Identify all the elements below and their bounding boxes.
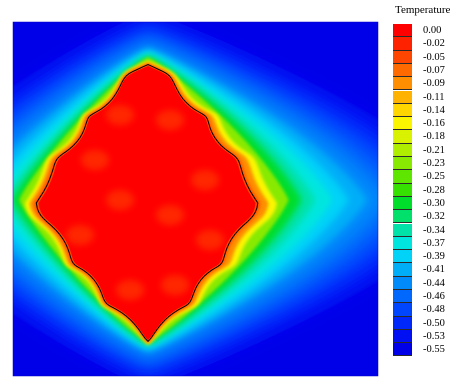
colorbar-swatch bbox=[393, 316, 412, 330]
colorbar-swatch bbox=[393, 210, 412, 224]
plot-frame bbox=[12, 21, 379, 377]
warm-patch bbox=[116, 280, 144, 300]
colorbar-swatch bbox=[393, 343, 412, 357]
colorbar-tick-label: -0.07 bbox=[423, 64, 445, 76]
colorbar-tick-label: -0.09 bbox=[423, 78, 445, 90]
colorbar-tick-label: -0.48 bbox=[423, 304, 445, 316]
colorbar-swatch bbox=[393, 157, 412, 171]
colorbar-swatch bbox=[393, 263, 412, 277]
colorbar-tick-label: -0.44 bbox=[423, 277, 445, 289]
colorbar-tick-label: -0.41 bbox=[423, 264, 445, 276]
colorbar-tick-label: -0.39 bbox=[423, 251, 445, 263]
colorbar-swatch bbox=[393, 117, 412, 131]
colorbar-swatch bbox=[393, 223, 412, 237]
legend-title: Temperature bbox=[395, 4, 451, 16]
colorbar-swatch bbox=[393, 170, 412, 184]
colorbar-tick-label: -0.30 bbox=[423, 197, 445, 209]
colorbar-tick-label: -0.05 bbox=[423, 51, 445, 63]
colorbar-swatch bbox=[393, 50, 412, 64]
colorbar-tick-label: -0.55 bbox=[423, 344, 445, 356]
colorbar-tick-label: -0.53 bbox=[423, 330, 445, 342]
colorbar-swatch bbox=[393, 130, 412, 144]
colorbar-tick-label: -0.11 bbox=[423, 91, 445, 103]
colorbar-tick-label: -0.21 bbox=[423, 144, 445, 156]
colorbar-tick-label: -0.16 bbox=[423, 118, 445, 130]
colorbar-swatch bbox=[393, 250, 412, 264]
colorbar-tick-label: -0.23 bbox=[423, 158, 445, 169]
warm-patch bbox=[191, 170, 219, 190]
colorbar-tick-label: -0.32 bbox=[423, 211, 445, 223]
colorbar-tick-label: -0.28 bbox=[423, 184, 445, 196]
colorbar-tick-label: -0.18 bbox=[423, 131, 445, 143]
crystal-core bbox=[38, 66, 256, 340]
solidification-front bbox=[35, 64, 259, 343]
colorbar-swatch bbox=[393, 37, 412, 51]
colorbar-swatch bbox=[393, 276, 412, 290]
colorbar-tick-label: -0.34 bbox=[423, 224, 445, 236]
colorbar-swatch bbox=[393, 24, 412, 38]
colorbar-tick-label: 0.00 bbox=[423, 25, 442, 36]
colorbar-tick-label: -0.50 bbox=[423, 317, 445, 329]
warm-patch bbox=[81, 150, 109, 170]
colorbar-swatch bbox=[393, 183, 412, 197]
colorbar-tick-label: -0.25 bbox=[423, 171, 445, 183]
colorbar-swatch bbox=[393, 290, 412, 304]
colorbar-swatch bbox=[393, 303, 412, 317]
colorbar-swatch bbox=[393, 90, 412, 104]
warm-patch bbox=[196, 230, 224, 250]
colorbar-tick-label: -0.37 bbox=[423, 237, 445, 249]
colorbar-swatch bbox=[393, 329, 412, 344]
warm-patch bbox=[66, 225, 94, 245]
colorbar-swatch bbox=[393, 103, 412, 118]
warm-patch bbox=[106, 105, 134, 125]
warm-patch bbox=[156, 110, 184, 130]
colorbar-swatch bbox=[393, 196, 412, 211]
colorbar-swatch bbox=[393, 143, 412, 157]
warm-patch bbox=[106, 190, 134, 210]
colorbar-swatch bbox=[393, 236, 412, 251]
colorbar-swatch bbox=[393, 77, 412, 91]
colorbar-tick-label: -0.14 bbox=[423, 104, 445, 116]
colorbar-tick-label: -0.02 bbox=[423, 38, 445, 50]
warm-patch bbox=[156, 205, 184, 225]
warm-patch bbox=[161, 275, 189, 295]
colorbar-tick-label: -0.46 bbox=[423, 291, 445, 302]
colorbar-swatch bbox=[393, 63, 412, 78]
